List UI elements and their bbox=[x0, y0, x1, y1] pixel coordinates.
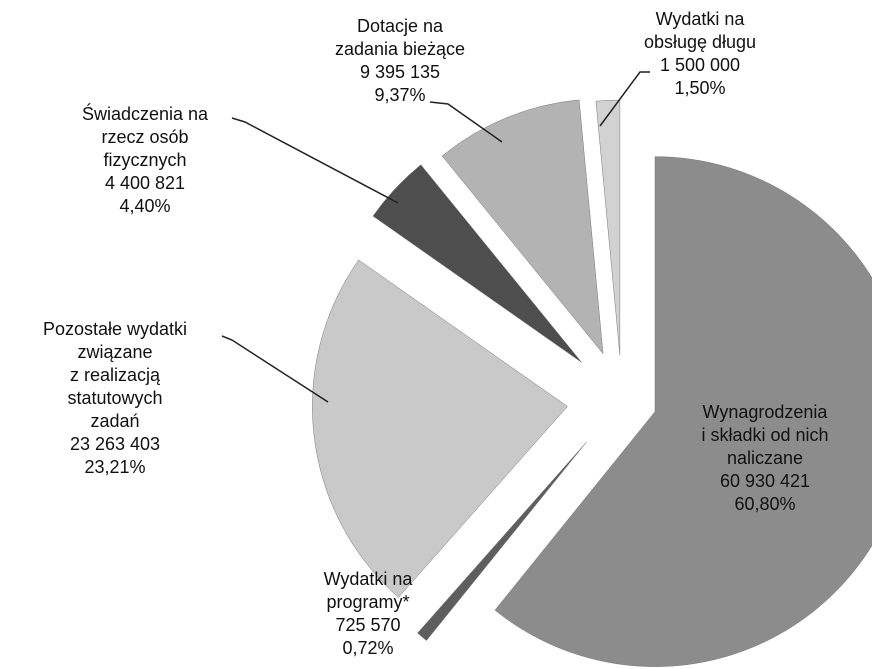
percentage-label: 1,50% bbox=[674, 78, 725, 98]
slice-label: naliczane bbox=[727, 448, 803, 468]
leader-line bbox=[429, 101, 503, 143]
value-label: 60 930 421 bbox=[720, 471, 810, 491]
leader-line bbox=[599, 71, 650, 127]
slice-label: programy* bbox=[326, 592, 409, 612]
leader-line bbox=[221, 335, 329, 403]
leader-line bbox=[231, 117, 399, 204]
value-label: 9 395 135 bbox=[360, 62, 440, 82]
slice-label: rzecz osób bbox=[101, 127, 188, 147]
slice-label: zadań bbox=[90, 411, 139, 431]
pie-slice bbox=[494, 156, 872, 667]
value-label: 23 263 403 bbox=[70, 434, 160, 454]
slice-label: Pozostałe wydatki bbox=[43, 319, 187, 339]
leader-lines bbox=[221, 71, 650, 403]
value-label: 1 500 000 bbox=[660, 55, 740, 75]
labels: Wynagrodzenia i składki od nich naliczane 6… bbox=[43, 9, 829, 658]
percentage-label: 23,21% bbox=[84, 457, 145, 477]
slice-label: i składki od nich bbox=[701, 425, 828, 445]
slice-label: związane bbox=[77, 342, 152, 362]
percentage-label: 60,80% bbox=[734, 494, 795, 514]
slice-label: obsługę długu bbox=[644, 32, 756, 52]
percentage-label: 4,40% bbox=[119, 196, 170, 216]
value-label: 725 570 bbox=[335, 615, 400, 635]
slice-label: fizycznych bbox=[103, 150, 186, 170]
pie-slice bbox=[417, 441, 587, 641]
slice-label: zadania bieżące bbox=[335, 39, 465, 59]
percentage-label: 0,72% bbox=[342, 638, 393, 658]
value-label: 4 400 821 bbox=[105, 173, 185, 193]
slice-label: z realizacją bbox=[70, 365, 161, 385]
slice-label: Wynagrodzenia bbox=[703, 402, 829, 422]
slice-label: Wydatki na bbox=[656, 9, 746, 29]
percentage-label: 9,37% bbox=[374, 85, 425, 105]
pie-slice bbox=[441, 99, 604, 355]
pie-slice bbox=[312, 259, 568, 598]
pie bbox=[312, 99, 872, 667]
slice-label: Dotacje na bbox=[357, 16, 444, 36]
slice-label: statutowych bbox=[67, 388, 162, 408]
slice-label: Świadczenia na bbox=[82, 103, 209, 124]
slice-label: Wydatki na bbox=[324, 569, 414, 589]
pie-slice bbox=[372, 164, 582, 363]
